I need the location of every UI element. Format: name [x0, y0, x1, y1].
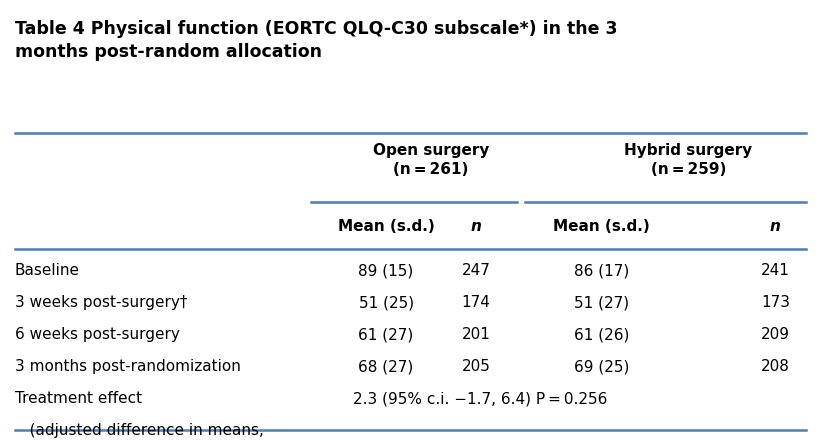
- Text: n: n: [470, 219, 482, 234]
- Text: Hybrid surgery
(n = 259): Hybrid surgery (n = 259): [624, 143, 753, 177]
- Text: 86 (17): 86 (17): [573, 263, 629, 278]
- Text: 247: 247: [461, 263, 491, 278]
- Text: 241: 241: [761, 263, 790, 278]
- Text: 3 weeks post-surgery†: 3 weeks post-surgery†: [15, 295, 187, 310]
- Text: 208: 208: [761, 359, 790, 374]
- Text: 89 (15): 89 (15): [358, 263, 414, 278]
- Text: 69 (25): 69 (25): [573, 359, 629, 374]
- Text: Table 4 Physical function (EORTC QLQ-C30 subscale*) in the 3
months post-random : Table 4 Physical function (EORTC QLQ-C30…: [15, 20, 618, 61]
- Text: (adjusted difference in means,: (adjusted difference in means,: [15, 423, 263, 438]
- Text: 205: 205: [461, 359, 491, 374]
- Text: 2.3 (95% c.i. −1.7, 6.4) P = 0.256: 2.3 (95% c.i. −1.7, 6.4) P = 0.256: [353, 391, 608, 406]
- Text: Mean (s.d.): Mean (s.d.): [338, 219, 434, 234]
- Text: 209: 209: [761, 327, 790, 342]
- Text: 61 (27): 61 (27): [358, 327, 414, 342]
- Text: 174: 174: [461, 295, 491, 310]
- Text: 201: 201: [461, 327, 491, 342]
- Text: 6 weeks post-surgery: 6 weeks post-surgery: [15, 327, 180, 342]
- Text: Open surgery
(n = 261): Open surgery (n = 261): [373, 143, 489, 177]
- Text: Baseline: Baseline: [15, 263, 79, 278]
- Text: 3 months post-randomization: 3 months post-randomization: [15, 359, 240, 374]
- Text: 173: 173: [761, 295, 790, 310]
- Text: 51 (27): 51 (27): [573, 295, 629, 310]
- Text: Mean (s.d.): Mean (s.d.): [553, 219, 649, 234]
- Text: 51 (25): 51 (25): [358, 295, 414, 310]
- Text: n: n: [770, 219, 781, 234]
- Text: 68 (27): 68 (27): [358, 359, 414, 374]
- Text: 61 (26): 61 (26): [573, 327, 629, 342]
- Text: Treatment effect: Treatment effect: [15, 391, 142, 406]
